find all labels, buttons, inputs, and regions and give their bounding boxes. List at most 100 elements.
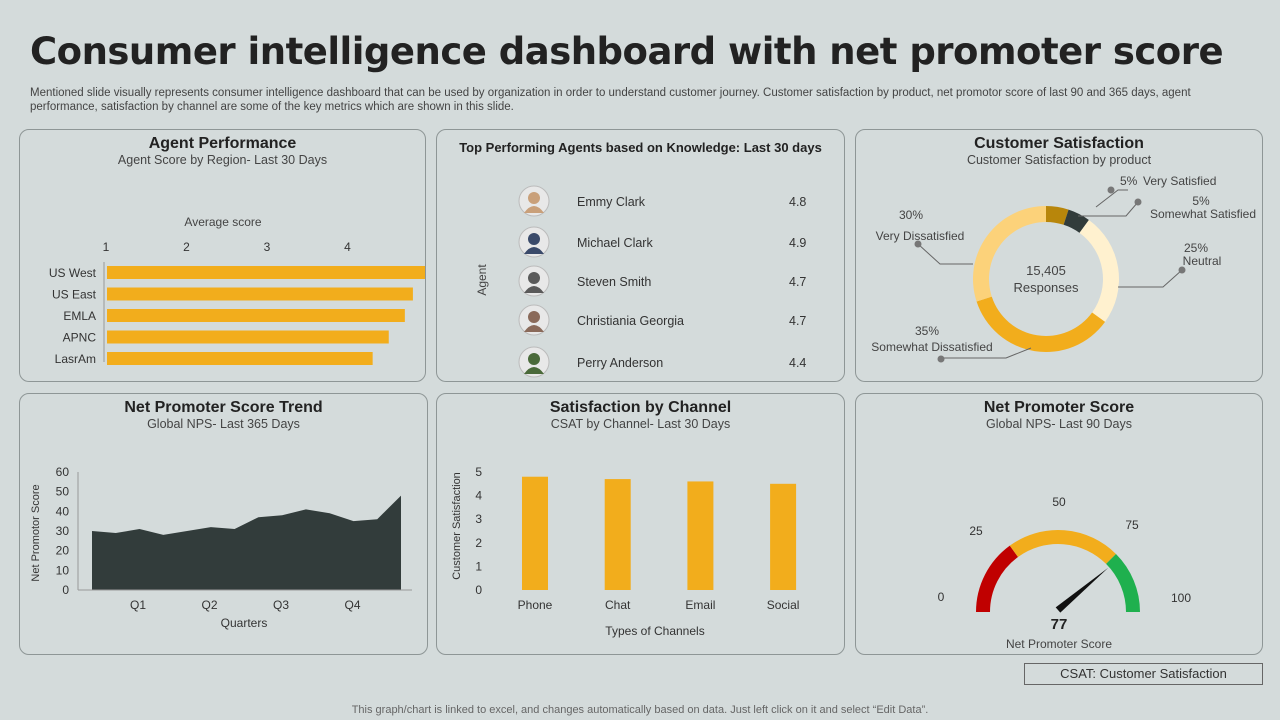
gauge-scale-label: 75 [1125,518,1139,532]
channel-ytick: 5 [475,465,482,479]
nps-trend-chart[interactable]: Quarters Net Promotor Score 0 10 20 30 40 50 6… [20,394,427,654]
donut-center-label: Responses [1013,280,1079,295]
agent-avatar-head [528,311,540,323]
trend-ytick: 60 [56,465,70,479]
channel-ytick: 0 [475,583,482,597]
customer-satisfaction-subtitle: Customer Satisfaction by product [966,153,1152,167]
channel-bar [687,481,714,590]
satisfaction-channel-chart[interactable]: Types of Channels Customer Satisfaction … [437,394,844,654]
donut-label-pct: 30% [899,208,923,222]
agent-avatar-body [524,247,544,254]
csat-legend: CSAT: Customer Satisfaction [1024,663,1263,685]
customer-satisfaction-panel[interactable]: Customer Satisfaction Customer Satisfact… [855,129,1263,382]
trend-ytick: 20 [56,544,70,558]
donut-slice [1063,209,1089,233]
nps-trend-panel[interactable]: Net Promoter Score Trend Global NPS- Las… [19,393,428,655]
trend-xtick: Q3 [273,598,289,612]
donut-label-name: Very Satisfied [1143,174,1216,188]
trend-ytick: 0 [62,583,69,597]
donut-slice [1046,206,1069,225]
agent-score: 4.7 [789,314,806,328]
nps-gauge-title: Net Promoter Score [983,399,1135,416]
trend-ytick: 10 [56,563,70,577]
donut-center-value: 15,405 [1026,263,1066,278]
nps-trend-subtitle: Global NPS- Last 365 Days [147,417,300,431]
nps-gauge-panel[interactable]: Net Promoter Score Global NPS- Last 90 D… [855,393,1263,655]
agent-name: Michael Clark [577,236,653,250]
channel-bar [770,483,797,590]
agent-bar [107,287,413,301]
top-agents-title: Top Performing Agents based on Knowledge… [459,140,822,155]
channel-ytick: 1 [475,559,482,573]
channel-ylabel: Customer Satisfaction [451,472,463,580]
donut-leader-dot [937,355,945,363]
agent-xtick: 4 [344,240,351,254]
gauge-value: 77 [1051,616,1068,633]
trend-xtick: Q4 [344,598,360,612]
agent-avatar-body [524,286,544,293]
donut-slice [976,296,1106,352]
agent-axis-label: Agent [475,264,489,296]
donut-label-pct: 25% [1184,241,1208,255]
channel-xlabel: Types of Channels [605,624,704,638]
agent-avatar-body [524,325,544,332]
nps-trend-title: Net Promoter Score Trend [124,399,323,416]
agent-performance-title: Agent Performance [148,135,297,152]
agent-score: 4.8 [789,195,806,209]
gauge-segment-red [976,545,1019,613]
customer-satisfaction-title: Customer Satisfaction [974,135,1144,152]
donut-slice [1079,219,1119,322]
agent-category-label: LasrAm [55,352,96,366]
channel-xtick: Chat [605,598,631,612]
donut-label-pct: 35% [915,324,939,338]
agent-name: Emmy Clark [577,195,646,209]
satisfaction-channel-subtitle: CSAT by Channel- Last 30 Days [550,417,731,431]
channel-ytick: 3 [475,512,482,526]
nps-gauge-chart[interactable]: 77 Net Promoter Score 0 25 50 75 100 [856,394,1262,654]
agent-avatar-body [524,367,544,374]
donut-label-name: Somewhat Dissatisfied [871,340,992,354]
agent-score: 4.4 [789,356,806,370]
channel-xtick: Email [685,598,715,612]
agent-category-label: EMLA [63,309,96,323]
agent-name: Christiania Georgia [577,314,684,328]
nps-gauge-subtitle: Global NPS- Last 90 Days [986,417,1132,431]
channel-xtick: Phone [518,598,553,612]
satisfaction-channel-panel[interactable]: Satisfaction by Channel CSAT by Channel-… [436,393,845,655]
page-title: Consumer intelligence dashboard with net… [30,30,1224,73]
agent-avatar-head [528,233,540,245]
gauge-segment-orange [1009,530,1116,565]
channel-ytick: 2 [475,536,482,550]
gauge-scale-label: 25 [969,524,983,538]
agent-avatar-body [524,206,544,213]
gauge-scale-label: 0 [938,590,945,604]
agent-performance-subtitle: Agent Score by Region- Last 30 Days [117,153,328,167]
agent-category-label: US East [52,288,97,302]
donut-slice [973,206,1046,302]
agent-performance-panel[interactable]: Agent Performance Agent Score by Region-… [19,129,426,382]
channel-xtick: Social [767,598,800,612]
agent-avatar-head [528,192,540,204]
trend-xtick: Q1 [130,598,146,612]
top-agents-panel[interactable]: Top Performing Agents based on Knowledge… [436,129,845,382]
donut-leader-dot [1134,198,1142,206]
agent-category-label: US West [49,266,97,280]
donut-leader-line [917,243,973,265]
donut-leader-dot [914,240,922,248]
agent-name: Steven Smith [577,275,651,289]
agent-xtick: 3 [264,240,271,254]
agent-axis-label: Average score [184,215,261,229]
gauge-label: Net Promoter Score [1006,637,1112,651]
trend-ytick: 30 [56,524,70,538]
gauge-segment-green [1105,554,1140,613]
agent-score: 4.9 [789,236,806,250]
gauge-needle [1055,567,1109,613]
agent-avatar-head [528,353,540,365]
trend-ylabel: Net Promotor Score [30,484,42,581]
agent-name: Perry Anderson [577,356,663,370]
donut-label-name: Neutral [1183,254,1222,268]
agent-xtick: 1 [103,240,110,254]
gauge-scale-label: 100 [1171,591,1191,605]
